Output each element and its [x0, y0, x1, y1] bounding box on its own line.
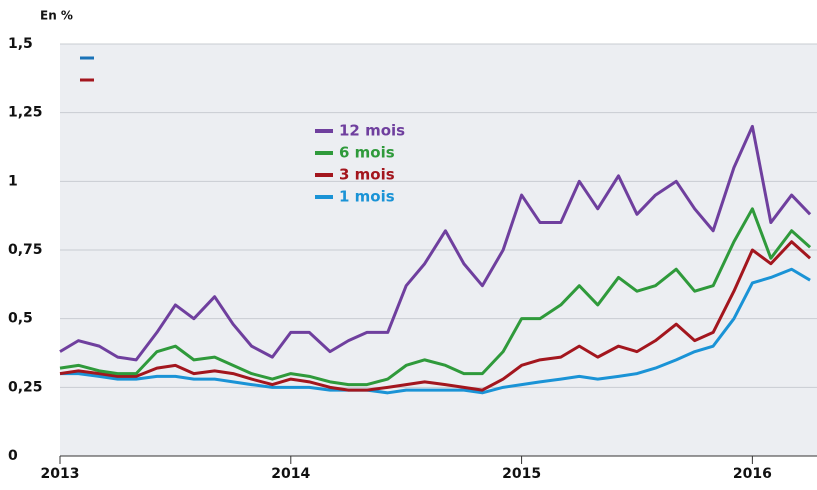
x-tick-label: 2013	[41, 466, 80, 482]
legend-label: 12 mois	[339, 122, 405, 140]
y-tick-label: 0,5	[8, 311, 33, 327]
series-line	[59, 240, 812, 392]
series-line	[59, 207, 812, 387]
y-tick-label: 1,25	[8, 105, 43, 121]
y-tick-label: 1,5	[8, 36, 33, 52]
y-tick-label: 0	[8, 448, 18, 464]
x-tick-label: 2016	[733, 466, 772, 482]
x-tick-label: 2015	[502, 466, 541, 482]
y-tick-label: 0,25	[8, 379, 43, 395]
y-tick-label: 0,75	[8, 242, 43, 258]
legend-label: 1 mois	[339, 188, 395, 206]
legend-label: 3 mois	[339, 166, 395, 184]
x-tick-label: 2014	[271, 466, 310, 482]
series-line	[60, 267, 811, 395]
series-line	[59, 124, 812, 362]
legend-label: 6 mois	[339, 144, 395, 162]
y-tick-label: 1	[8, 173, 18, 189]
y-axis-label: En %	[40, 9, 73, 23]
